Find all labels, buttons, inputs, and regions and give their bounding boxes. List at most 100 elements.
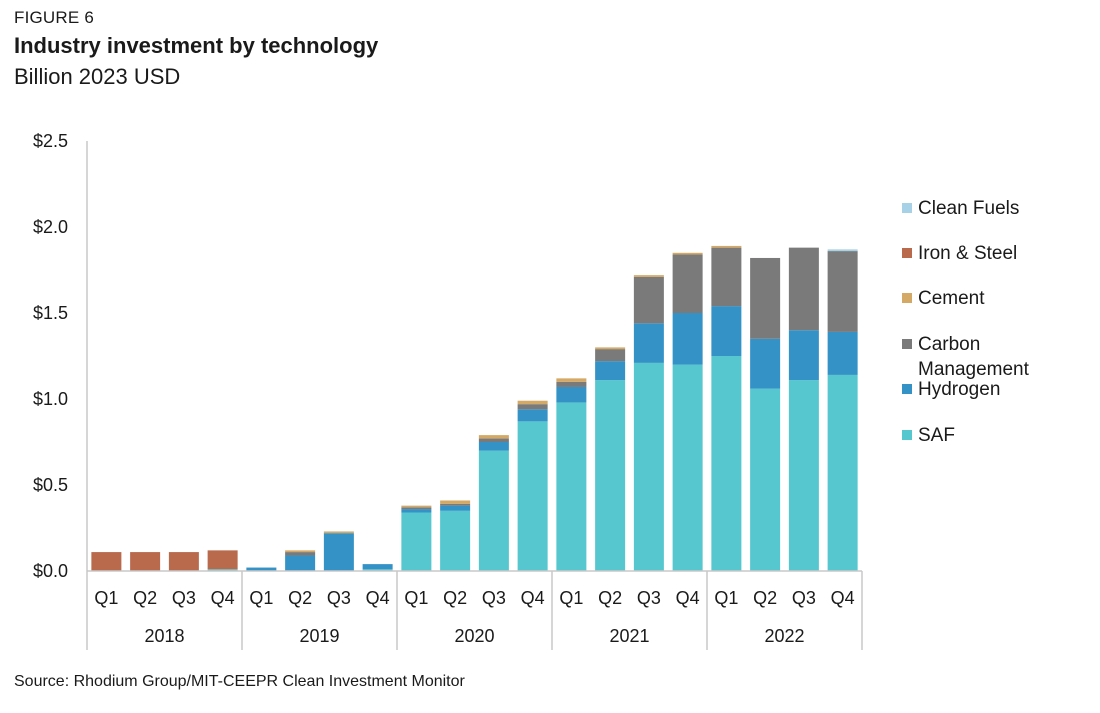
bar-segment — [711, 306, 742, 356]
bar-segment — [285, 550, 316, 553]
year-group-label: 2019 — [299, 626, 339, 646]
x-tick-label: Q3 — [482, 588, 506, 608]
x-tick-label: Q4 — [676, 588, 700, 608]
bar-segment — [672, 254, 703, 313]
x-tick-label: Q2 — [443, 588, 467, 608]
bar-segment — [517, 409, 548, 422]
bar-segment — [672, 364, 703, 571]
legend-swatch — [902, 430, 912, 440]
legend-swatch — [902, 248, 912, 258]
bar-segment — [478, 438, 509, 442]
x-tick-label: Q3 — [792, 588, 816, 608]
bar-segment — [517, 421, 548, 571]
bar-segment — [478, 435, 509, 439]
bar-segment — [517, 400, 548, 405]
x-tick-label: Q3 — [637, 588, 661, 608]
bar-segment — [323, 531, 354, 534]
bar-segment — [440, 510, 471, 571]
chart-title: Industry investment by technology — [14, 33, 379, 58]
y-tick-label: $2.0 — [33, 217, 68, 237]
bar-segment — [788, 330, 819, 381]
bar-segment — [711, 356, 742, 571]
bar-segment — [401, 509, 432, 513]
legend-item: SAF — [902, 425, 955, 446]
legend-swatch — [902, 339, 912, 349]
x-tick-label: Q1 — [714, 588, 738, 608]
legend-swatch — [902, 203, 912, 213]
bar-segment — [633, 276, 664, 324]
bar-group — [91, 245, 858, 571]
bar-segment — [168, 552, 199, 571]
bar-segment — [440, 505, 471, 511]
bar-segment — [130, 552, 161, 571]
y-tick-label: $1.5 — [33, 303, 68, 323]
bar-segment — [323, 533, 354, 571]
x-tick-label: Q1 — [94, 588, 118, 608]
legend-label: Hydrogen — [918, 379, 1000, 400]
bar-segment — [440, 500, 471, 504]
bar-segment — [827, 249, 858, 252]
bar-segment — [672, 252, 703, 255]
y-tick-label: $2.5 — [33, 131, 68, 151]
bar-segment — [750, 257, 781, 339]
x-tick-label: Q2 — [598, 588, 622, 608]
bar-segment — [362, 569, 393, 571]
stacked-bar-chart: $0.0 $0.5 $1.0 $1.5 $2.0 $2.5 Q1 Q2 Q3 Q4 Q1 Q2 Q3 Q… — [33, 131, 1030, 650]
source-note: Source: Rhodium Group/MIT-CEEPR Clean In… — [14, 673, 465, 690]
bar-segment — [517, 404, 548, 410]
bar-segment — [91, 552, 122, 571]
bar-segment — [672, 313, 703, 365]
bar-segment — [827, 374, 858, 571]
legend: Clean Fuels Iron & Steel Cement Carbon Manag… — [902, 198, 1030, 446]
bar-segment — [750, 388, 781, 571]
bar-segment — [440, 503, 471, 506]
bar-segment — [633, 362, 664, 571]
bar-segment — [788, 380, 819, 571]
x-tick-label: Q1 — [249, 588, 273, 608]
figure-label: FIGURE 6 — [14, 8, 95, 27]
bar-segment — [478, 442, 509, 451]
bar-segment — [750, 338, 781, 389]
legend-item: Cement — [902, 288, 985, 309]
x-tick-label: Q4 — [521, 588, 545, 608]
axes — [86, 141, 863, 650]
x-tick-label: Q1 — [559, 588, 583, 608]
bar-segment — [246, 567, 277, 571]
x-tick-label: Q2 — [753, 588, 777, 608]
bar-segment — [401, 512, 432, 571]
bar-segment — [633, 275, 664, 277]
x-tick-label: Q3 — [327, 588, 351, 608]
legend-label: Carbon Management — [918, 334, 1030, 380]
bar-segment — [595, 347, 626, 350]
x-tick-label: Q4 — [831, 588, 855, 608]
y-axis-labels: $0.0 $0.5 $1.0 $1.5 $2.0 $2.5 — [33, 131, 68, 581]
legend-item: Hydrogen — [902, 379, 1000, 400]
legend-item: Clean Fuels — [902, 198, 1019, 219]
y-tick-label: $1.0 — [33, 389, 68, 409]
year-group-label: 2022 — [764, 626, 804, 646]
bar-segment — [633, 323, 664, 363]
y-tick-label: $0.0 — [33, 561, 68, 581]
y-tick-label: $0.5 — [33, 475, 68, 495]
bar-segment — [478, 450, 509, 571]
legend-label: Iron & Steel — [918, 243, 1017, 264]
chart-subtitle: Billion 2023 USD — [14, 64, 181, 89]
x-tick-label: Q4 — [366, 588, 390, 608]
bar-segment — [711, 245, 742, 248]
x-tick-label: Q4 — [211, 588, 235, 608]
year-group-label: 2021 — [609, 626, 649, 646]
bar-segment — [788, 247, 819, 331]
bar-segment — [595, 361, 626, 381]
bar-segment — [556, 381, 587, 387]
x-axis-labels: Q1 Q2 Q3 Q4 Q1 Q2 Q3 Q4 Q1 Q2 Q3 Q4 Q1 Q2 Q3 Q4 Q1 Q2 Q3 Q4… — [94, 588, 854, 646]
bar-segment — [827, 331, 858, 375]
bar-segment — [285, 555, 316, 571]
legend-swatch — [902, 293, 912, 303]
bar-segment — [207, 569, 238, 571]
bar-segment — [556, 386, 587, 403]
bar-segment — [401, 505, 432, 508]
year-group-label: 2020 — [454, 626, 494, 646]
legend-item: Iron & Steel — [902, 243, 1017, 264]
legend-label: Clean Fuels — [918, 198, 1019, 219]
bar-segment — [827, 251, 858, 332]
